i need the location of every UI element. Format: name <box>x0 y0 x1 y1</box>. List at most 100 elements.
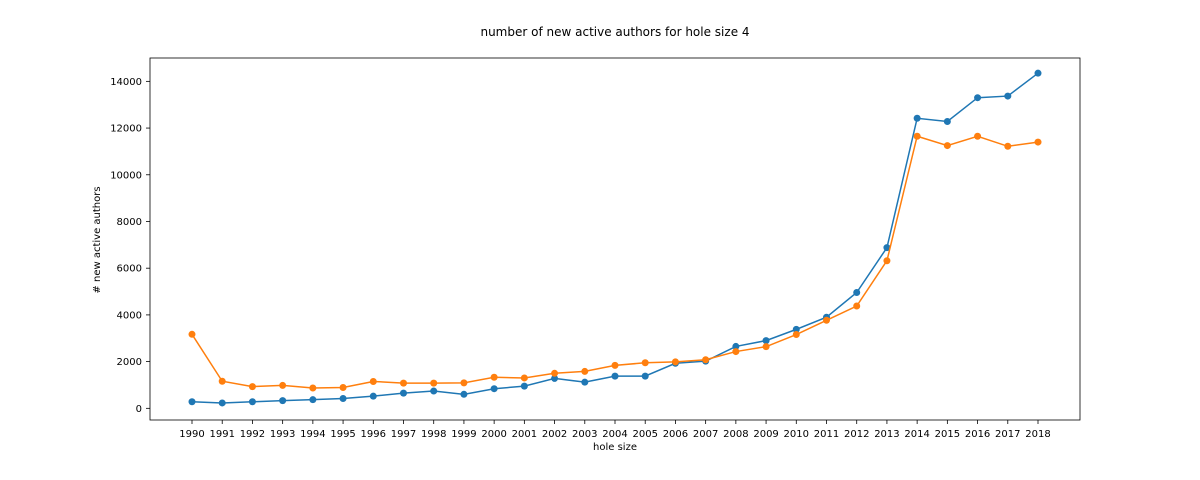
data-point <box>943 142 951 150</box>
x-tick-label: 2018 <box>1025 429 1050 440</box>
data-point <box>369 392 377 400</box>
data-point <box>551 374 559 382</box>
data-point <box>611 361 619 369</box>
x-tick-label: 2016 <box>965 429 990 440</box>
data-point <box>188 398 196 406</box>
x-axis: 1990 1991 1992 1993 1994 1995 1996 1997 1998 1999… <box>179 420 1051 440</box>
data-point <box>430 379 438 387</box>
series-line <box>191 72 1039 404</box>
x-tick-label: 1998 <box>421 429 446 440</box>
data-point <box>974 132 982 140</box>
x-tick-label: 2004 <box>602 429 627 440</box>
data-point <box>309 396 317 404</box>
data-point <box>702 356 710 364</box>
data-point <box>581 378 589 386</box>
data-point <box>248 383 256 391</box>
data-point <box>671 358 679 366</box>
x-tick-label: 2012 <box>844 429 869 440</box>
data-point <box>792 331 800 339</box>
x-tick-label: 1995 <box>330 429 355 440</box>
data-point <box>188 330 196 338</box>
data-point <box>400 379 407 387</box>
data-point <box>1004 142 1012 150</box>
data-point <box>641 359 649 367</box>
data-point <box>883 244 891 252</box>
data-point <box>248 398 256 406</box>
x-tick-label: 2013 <box>874 429 899 440</box>
data-point <box>430 387 438 395</box>
x-tick-label: 2001 <box>512 429 537 440</box>
data-point <box>460 379 468 387</box>
data-point <box>339 384 347 392</box>
y-tick-label: 4000 <box>117 310 142 321</box>
data-point <box>762 337 770 345</box>
x-axis-label: hole size <box>593 442 637 453</box>
data-point <box>460 390 468 398</box>
data-point <box>1004 92 1012 100</box>
data-point <box>762 343 770 351</box>
x-tick-label: 2007 <box>693 429 718 440</box>
x-tick-label: 1994 <box>300 429 325 440</box>
data-point <box>218 399 226 407</box>
series-layer <box>188 69 1042 407</box>
y-tick-label: 14000 <box>110 77 142 88</box>
data-point <box>520 374 528 382</box>
data-point <box>883 257 891 265</box>
x-tick-label: 1997 <box>391 429 416 440</box>
y-tick-label: 8000 <box>117 217 142 228</box>
data-point <box>551 369 559 377</box>
series-1 <box>188 69 1042 407</box>
x-tick-label: 2015 <box>935 429 960 440</box>
data-point <box>490 373 498 381</box>
x-tick-label: 1999 <box>451 429 476 440</box>
y-tick-label: 0 <box>136 404 142 415</box>
y-tick-label: 6000 <box>117 264 142 275</box>
y-axis-label: # new active authors <box>92 186 103 293</box>
x-tick-label: 1992 <box>240 429 265 440</box>
chart-title: number of new active authors for hole si… <box>480 25 749 39</box>
data-point <box>974 94 982 102</box>
data-point <box>823 316 830 324</box>
data-point <box>309 384 317 392</box>
data-point <box>732 348 740 356</box>
x-tick-label: 2005 <box>632 429 657 440</box>
y-axis: 0 2000 4000 6000 8000 10000 12000 14000 <box>110 77 150 415</box>
data-point <box>732 342 740 350</box>
data-point <box>279 397 287 405</box>
y-tick-label: 10000 <box>110 170 142 181</box>
data-point <box>520 382 528 390</box>
x-tick-label: 1990 <box>179 429 204 440</box>
data-point <box>279 381 287 389</box>
data-point <box>943 118 951 126</box>
x-tick-label: 2017 <box>995 429 1020 440</box>
x-tick-label: 2003 <box>572 429 597 440</box>
x-tick-label: 2009 <box>753 429 778 440</box>
data-point <box>913 114 921 122</box>
x-tick-label: 2014 <box>904 429 929 440</box>
data-point <box>369 377 377 385</box>
data-point <box>581 367 589 375</box>
data-point <box>853 288 861 296</box>
x-tick-label: 2008 <box>723 429 748 440</box>
data-point <box>611 372 619 380</box>
x-tick-label: 2010 <box>784 429 809 440</box>
data-point <box>339 395 347 403</box>
data-point <box>1034 138 1042 146</box>
x-tick-label: 2000 <box>481 429 506 440</box>
data-point <box>400 389 407 397</box>
data-point <box>218 377 226 385</box>
y-tick-label: 12000 <box>110 124 142 135</box>
x-tick-label: 2002 <box>542 429 567 440</box>
data-point <box>641 372 649 380</box>
x-tick-label: 1991 <box>209 429 234 440</box>
data-point <box>913 132 921 140</box>
series-2 <box>188 132 1042 392</box>
data-point <box>1034 69 1042 77</box>
x-tick-label: 1993 <box>270 429 295 440</box>
series-line <box>191 135 1039 389</box>
x-tick-label: 2006 <box>663 429 688 440</box>
data-point <box>490 385 498 393</box>
y-tick-label: 2000 <box>117 357 142 368</box>
data-point <box>853 302 861 310</box>
